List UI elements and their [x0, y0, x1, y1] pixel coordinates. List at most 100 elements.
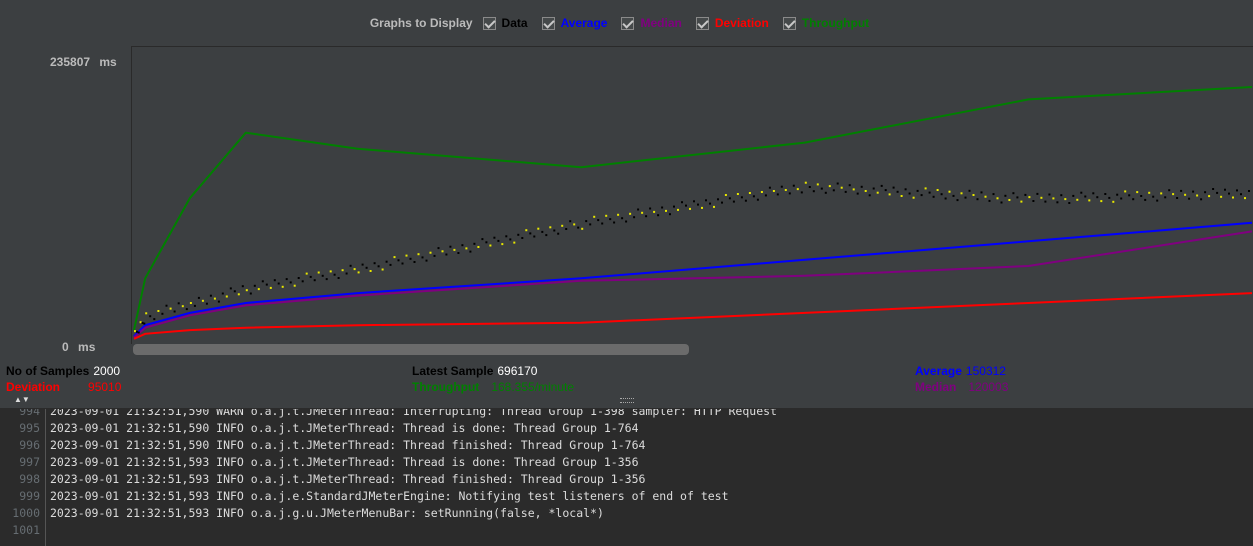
log-line-text: 2023-09-01 21:32:51,593 INFO o.a.j.t.JMe… [50, 472, 646, 486]
data-point [321, 274, 324, 277]
latest-sample-label: Latest Sample [412, 364, 494, 378]
data-point [705, 199, 707, 202]
data-checkbox[interactable] [482, 16, 496, 30]
toggle-median[interactable]: Median [621, 16, 682, 30]
toggle-throughput[interactable]: Throughput [782, 16, 869, 30]
data-point [681, 201, 683, 204]
data-point [848, 184, 851, 187]
data-point [980, 191, 983, 194]
graph-plot-area [131, 46, 1253, 344]
data-point [437, 247, 440, 250]
data-point [1092, 192, 1095, 195]
data-point [669, 213, 671, 216]
data-point [641, 211, 644, 214]
collapse-expand-arrows-icon[interactable]: ▲▼ [14, 395, 30, 404]
data-point [1000, 201, 1003, 204]
data-point [1044, 200, 1047, 203]
data-point [697, 203, 699, 206]
data-point [936, 189, 939, 191]
data-point [1216, 191, 1219, 194]
data-point [417, 253, 420, 256]
data-point [153, 318, 156, 321]
data-point [533, 235, 536, 238]
data-point [1116, 193, 1119, 196]
data-point [732, 200, 735, 203]
toggle-deviation[interactable]: Deviation [695, 16, 769, 30]
data-point [613, 221, 616, 224]
data-point [405, 254, 408, 257]
stat-deviation: Deviation 95010 [6, 380, 121, 394]
deviation-checkbox[interactable] [695, 16, 709, 30]
data-point [760, 191, 763, 193]
data-point [816, 183, 819, 186]
data-point [501, 243, 504, 246]
log-line-number: 998 [19, 472, 40, 486]
data-point [860, 185, 863, 188]
data-point [1004, 194, 1007, 197]
graph-horizontal-scrollbar[interactable] [133, 344, 689, 355]
splitter-grip-icon[interactable] [620, 398, 634, 403]
data-point [1128, 194, 1131, 197]
split-pane-divider[interactable]: ▲▼ [0, 396, 1253, 409]
data-point [912, 196, 915, 199]
data-point [261, 280, 264, 283]
throughput-checkbox[interactable] [782, 16, 796, 30]
stat-throughput: Throughput 168.355/minute [412, 380, 574, 394]
data-point [645, 215, 648, 218]
data-point [1180, 189, 1183, 192]
data-point [309, 275, 312, 278]
data-point [968, 189, 971, 192]
data-point [960, 192, 963, 195]
data-point [189, 302, 192, 304]
data-point [952, 194, 955, 197]
data-point [1152, 195, 1155, 198]
data-point [241, 285, 244, 288]
y-axis-max-value: 235807 [50, 55, 91, 69]
data-point [561, 224, 564, 227]
toggle-average[interactable]: Average [541, 16, 607, 30]
toggle-data[interactable]: Data [482, 16, 528, 30]
data-point [800, 191, 803, 194]
data-point [201, 299, 204, 302]
data-point [888, 193, 891, 196]
data-point [804, 181, 807, 184]
data-point [932, 195, 935, 198]
data-point [139, 321, 142, 324]
data-point [972, 194, 975, 196]
data-point [389, 263, 392, 266]
log-line-text: 2023-09-01 21:32:51,590 INFO o.a.j.t.JMe… [50, 421, 639, 435]
data-point [820, 187, 823, 190]
data-point [637, 208, 640, 211]
average-checkbox[interactable] [541, 16, 555, 30]
data-point [277, 282, 280, 285]
data-point [768, 186, 771, 189]
data-toggle-label: Data [501, 16, 528, 30]
data-point [896, 190, 899, 193]
data-point [581, 227, 584, 230]
data-point [1084, 195, 1087, 198]
data-point [633, 216, 636, 219]
data-point [900, 195, 903, 197]
data-point [904, 188, 907, 191]
data-point [545, 234, 548, 237]
data-point [149, 315, 152, 318]
graphs-to-display-bar: Graphs to Display Data Average Median De… [0, 0, 1253, 46]
data-point [928, 191, 931, 194]
data-point [297, 277, 300, 279]
log-line: 997 2023-09-01 21:32:51,593 INFO o.a.j.t.… [0, 454, 1253, 471]
log-line-number: 994 [19, 409, 40, 418]
data-point [1156, 199, 1159, 202]
data-point [1012, 192, 1015, 195]
data-point [724, 194, 727, 196]
data-point [573, 223, 576, 226]
data-point [1160, 192, 1163, 195]
data-point [964, 196, 967, 199]
data-point [265, 283, 268, 286]
data-point [425, 259, 428, 262]
log-viewer[interactable]: 994 2023-09-01 21:32:51,590 WARN o.a.j.t.… [0, 409, 1253, 546]
data-point [445, 253, 448, 256]
data-point [796, 188, 799, 191]
median-checkbox[interactable] [621, 16, 635, 30]
data-point [157, 310, 160, 312]
data-point [1028, 196, 1031, 199]
